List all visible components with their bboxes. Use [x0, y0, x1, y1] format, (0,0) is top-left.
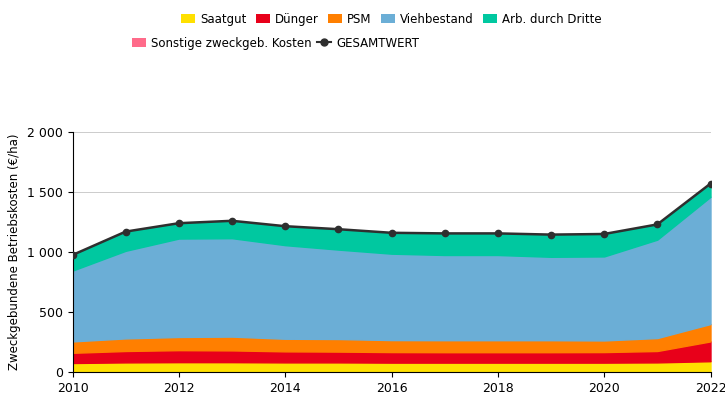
Y-axis label: Zweckgebundene Betriebskosten (€/ha): Zweckgebundene Betriebskosten (€/ha) [9, 134, 21, 370]
Legend: Sonstige zweckgeb. Kosten, GESAMTWERT: Sonstige zweckgeb. Kosten, GESAMTWERT [127, 32, 424, 54]
Legend: Saatgut, Dünger, PSM, Viehbestand, Arb. durch Dritte: Saatgut, Dünger, PSM, Viehbestand, Arb. … [177, 8, 606, 30]
